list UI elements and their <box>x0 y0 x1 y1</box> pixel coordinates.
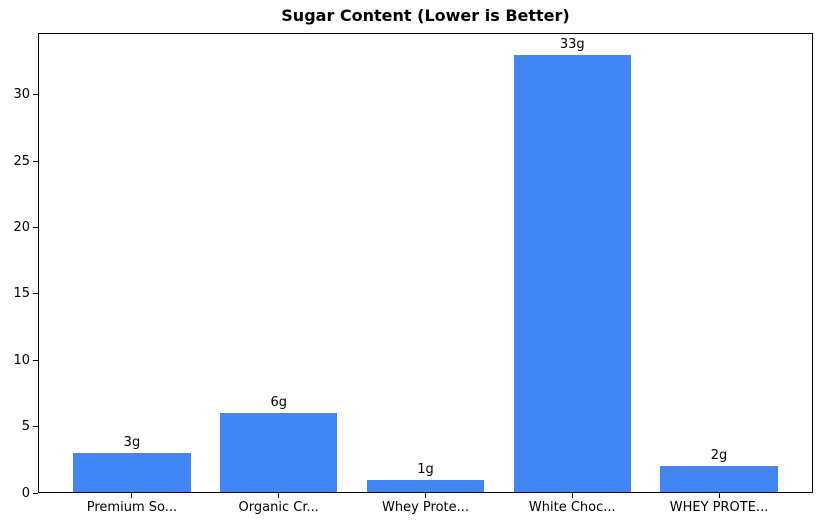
bar-value-label: 6g <box>270 395 287 411</box>
bar-value-label: 2g <box>710 448 728 464</box>
y-tick-label: 10 <box>13 352 30 368</box>
y-tick-label: 30 <box>13 87 30 103</box>
y-tick-label: 0 <box>21 485 30 501</box>
y-tick-mark <box>33 359 38 361</box>
y-tick-mark <box>33 426 38 428</box>
bar <box>73 453 191 492</box>
y-tick-label: 20 <box>13 219 30 235</box>
x-tick-label: Organic Cr... <box>238 500 319 515</box>
bar <box>660 466 778 492</box>
y-tick-mark <box>33 293 38 295</box>
x-tick-mark <box>425 493 426 498</box>
x-tick-mark <box>571 493 573 498</box>
y-tick-mark <box>33 94 38 96</box>
y-tick-label: 15 <box>13 286 30 302</box>
x-tick-label: WHEY PROTE... <box>669 500 769 515</box>
x-tick-mark <box>131 493 133 498</box>
x-tick-mark <box>278 493 280 498</box>
x-tick-mark <box>718 493 720 498</box>
y-tick-mark <box>33 492 38 494</box>
bar-value-label: 1g <box>417 461 434 477</box>
y-tick-mark <box>33 160 38 162</box>
bar-value-label: 33g <box>559 36 585 52</box>
y-tick-label: 5 <box>21 419 30 435</box>
x-tick-label: Whey Prote... <box>381 500 470 515</box>
bar-value-label: 3g <box>123 435 141 451</box>
plot-area <box>38 33 813 493</box>
y-tick-label: 25 <box>13 153 30 169</box>
x-tick-label: Premium So... <box>86 500 178 515</box>
chart-title: Sugar Content (Lower is Better) <box>281 6 570 25</box>
bar <box>366 479 485 492</box>
x-tick-label: White Choc... <box>528 500 616 515</box>
y-tick-mark <box>33 226 38 228</box>
bar <box>220 413 338 492</box>
bar <box>513 54 631 492</box>
